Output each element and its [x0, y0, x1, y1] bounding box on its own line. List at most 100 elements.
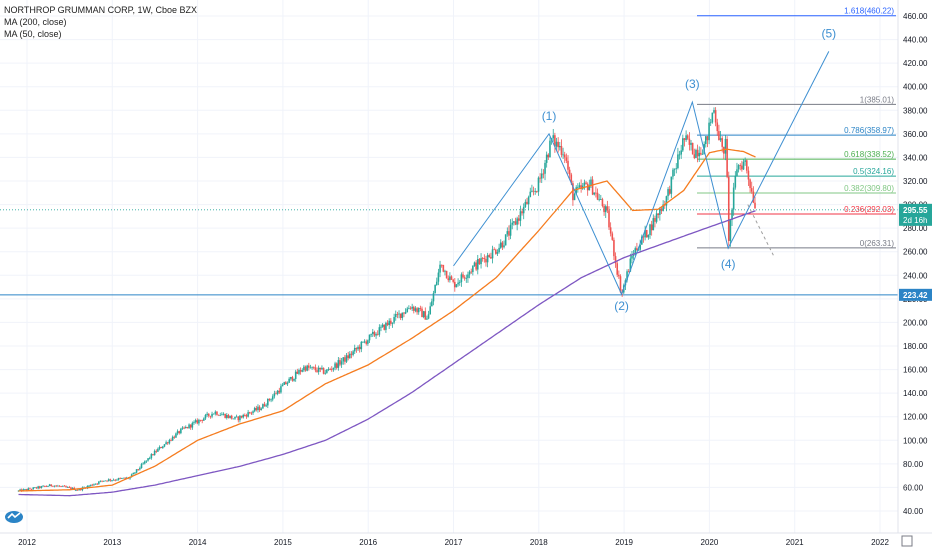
- candle-body: [102, 480, 105, 482]
- candle-body: [408, 308, 410, 310]
- symbol-title[interactable]: NORTHROP GRUMMAN CORP, 1W, Cboe BZX: [4, 5, 198, 15]
- candle-body: [329, 369, 331, 370]
- candle-body: [163, 444, 166, 447]
- candle-body: [78, 488, 80, 491]
- candle-body: [298, 370, 300, 374]
- candle-body: [685, 135, 687, 141]
- candle-body: [58, 485, 61, 487]
- candle-body: [486, 255, 489, 263]
- candle-body: [17, 490, 20, 492]
- candle-body: [626, 271, 628, 281]
- candle-body: [357, 346, 359, 350]
- candle-body: [419, 308, 422, 309]
- candle-body: [544, 162, 546, 174]
- fib-level-label: 0.236(292.03): [844, 205, 894, 214]
- candle-body: [63, 485, 66, 487]
- candle-body: [749, 179, 751, 189]
- candle-body: [40, 486, 43, 488]
- candle-body: [549, 140, 551, 158]
- candle-body: [48, 484, 51, 487]
- candle-body: [234, 416, 236, 419]
- candle-body: [35, 487, 38, 489]
- candle-body: [498, 247, 500, 253]
- fibonacci-retracement[interactable]: 1.618(460.22) 1(385.01) 0.786(358.97) 0.618…: [0, 7, 898, 296]
- candle-body: [731, 209, 733, 220]
- candle-body: [627, 271, 630, 273]
- candle-body: [86, 486, 89, 489]
- x-tick-label: 2020: [701, 538, 719, 547]
- candle-body: [462, 274, 464, 278]
- candle-body: [222, 413, 225, 415]
- ma50-line: [18, 148, 756, 492]
- candle-body: [485, 259, 487, 263]
- support-badge: [899, 288, 932, 301]
- candle-body: [139, 468, 141, 470]
- candle-body: [193, 422, 195, 423]
- candle-body: [396, 314, 399, 315]
- candle-body: [686, 135, 689, 139]
- candle-body: [598, 199, 600, 201]
- candle-body: [135, 469, 138, 473]
- candle-body: [280, 386, 282, 393]
- candle-body: [38, 486, 41, 488]
- candle-body: [304, 366, 307, 371]
- support-value: 223.42: [903, 291, 928, 300]
- candle-body: [662, 204, 664, 211]
- candle-body: [207, 413, 210, 416]
- candle-body: [754, 202, 756, 209]
- candle-body: [189, 424, 192, 428]
- candle-body: [71, 487, 74, 490]
- candle-body: [677, 154, 679, 169]
- expand-icon[interactable]: [901, 535, 913, 547]
- candle-body: [724, 138, 727, 154]
- candle-body: [152, 454, 154, 456]
- candle-body: [383, 324, 386, 330]
- candle-body: [98, 481, 100, 484]
- candle-body: [570, 174, 573, 184]
- candle-body: [647, 234, 650, 238]
- candle-body: [560, 145, 563, 155]
- y-tick-label: 60.00: [903, 483, 924, 492]
- candle-body: [232, 418, 235, 420]
- candle-body: [248, 412, 251, 413]
- countdown-value: 2d 16h: [903, 216, 927, 225]
- x-tick-label: 2015: [274, 538, 292, 547]
- candle-body: [50, 484, 53, 486]
- y-tick-label: 440.00: [903, 36, 928, 45]
- candle-body: [229, 415, 231, 418]
- candle-body: [94, 483, 97, 485]
- candle-body: [401, 312, 404, 319]
- tradingview-logo-icon[interactable]: [4, 508, 24, 524]
- candle-body: [198, 419, 200, 424]
- candle-body: [483, 258, 486, 260]
- candle-body: [652, 218, 655, 231]
- candle-body: [181, 427, 184, 429]
- candle-body: [211, 413, 213, 417]
- candle-body: [565, 157, 568, 161]
- candle-body: [680, 150, 682, 155]
- candle-body: [709, 122, 712, 124]
- wave-label: (3): [685, 77, 700, 91]
- elliott-wave[interactable]: (1) (2) (3) (4) (5): [453, 26, 837, 313]
- candle-body: [537, 177, 540, 192]
- candle-body: [480, 258, 482, 265]
- ma50-legend[interactable]: MA (50, close): [4, 29, 62, 39]
- candle-body: [696, 149, 699, 157]
- candle-body: [376, 333, 379, 335]
- candle-body: [206, 413, 208, 415]
- candle-body: [478, 259, 481, 265]
- candle-body: [53, 485, 56, 487]
- x-tick-label: 2022: [871, 538, 889, 547]
- candle-body: [68, 487, 71, 488]
- candle-body: [391, 322, 394, 324]
- candle-body: [452, 279, 454, 282]
- ma200-legend[interactable]: MA (200, close): [4, 17, 67, 27]
- candle-body: [747, 170, 750, 180]
- candle-body: [657, 213, 660, 215]
- candle-body: [435, 281, 438, 285]
- y-tick-label: 340.00: [903, 153, 928, 162]
- candle-body: [260, 408, 263, 411]
